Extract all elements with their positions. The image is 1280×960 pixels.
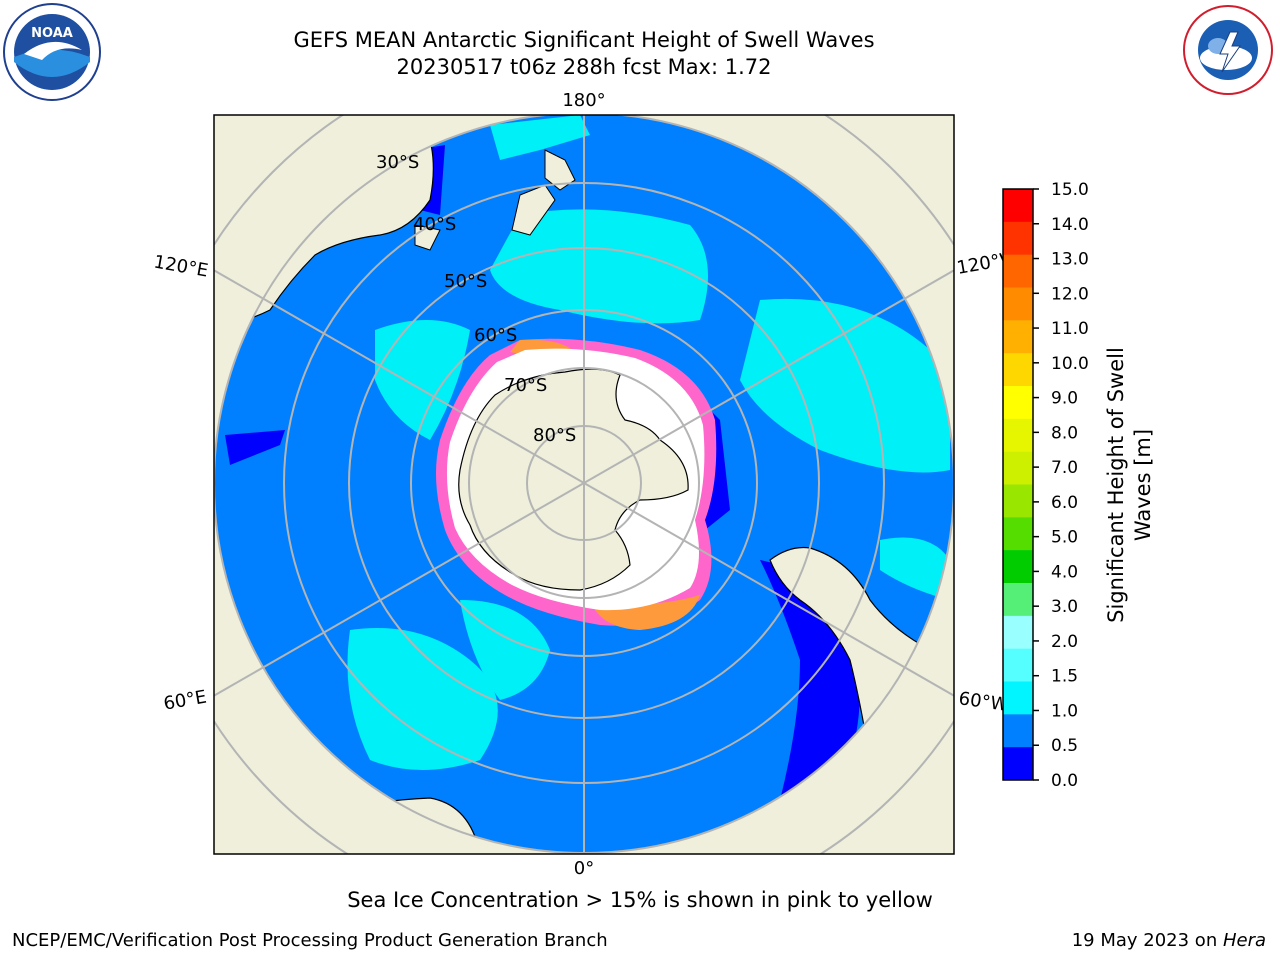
- new-zealand-north: [544, 149, 576, 191]
- swell-patch: [490, 209, 708, 324]
- footer-date: 19 May 2023 on Hera: [1072, 930, 1266, 951]
- colorbar-tick-label: 4.0: [1051, 562, 1078, 582]
- colorbar-segment: [1003, 320, 1033, 354]
- colorbar-tick-label: 15.0: [1051, 180, 1089, 200]
- swell-patch: [347, 628, 498, 770]
- colorbar-segment: [1003, 583, 1033, 617]
- colorbar-segment: [1003, 221, 1033, 256]
- lat-label-80s: 80°S: [533, 425, 576, 446]
- colorbar-segment: [1003, 254, 1033, 288]
- colorbar-segment: [1003, 550, 1033, 584]
- map-frame: [213, 114, 955, 855]
- footer-date-text: 19 May 2023 on: [1071, 930, 1223, 951]
- colorbar-segment: [1003, 287, 1033, 321]
- lat-label-50s: 50°S: [444, 271, 487, 292]
- colorbar-tick-label: 13.0: [1051, 250, 1089, 270]
- colorbar-tick-label: 8.0: [1051, 423, 1078, 443]
- swell-patch: [880, 537, 950, 600]
- lat-label-60s: 60°S: [474, 325, 517, 346]
- lat-label-40s: 40°S: [413, 214, 456, 235]
- colorbar-segment: [1003, 451, 1033, 485]
- lon-label-0: 0°: [574, 858, 594, 879]
- colorbar-tick-label: 1.0: [1051, 701, 1078, 721]
- colorbar-label-line1: Significant Height of Swell: [1104, 347, 1128, 623]
- swell-patch: [375, 320, 470, 440]
- colorbar-tick-label: 12.0: [1051, 284, 1089, 304]
- lon-label-60e: 60°E: [162, 686, 208, 714]
- colorbar: [1003, 189, 1033, 781]
- calm-patch: [225, 430, 285, 465]
- colorbar-tick-label: 1.5: [1051, 667, 1078, 687]
- longitude-grid: [214, 115, 954, 854]
- map-title: GEFS MEAN Antarctic Significant Height o…: [293, 28, 875, 52]
- colorbar-segment: [1003, 418, 1033, 453]
- colorbar-tick-label: 2.0: [1051, 632, 1078, 652]
- nws-logo-icon: [1178, 2, 1278, 102]
- colorbar-tick-label: 3.0: [1051, 597, 1078, 617]
- footer-credit: NCEP/EMC/Verification Post Processing Pr…: [12, 930, 608, 951]
- colorbar-tick-label: 11.0: [1051, 319, 1089, 339]
- colorbar-frame: [1002, 188, 1034, 781]
- footer-machine: Hera: [1222, 930, 1266, 951]
- colorbar-segment: [1003, 484, 1033, 518]
- colorbar-tick-label: 9.0: [1051, 389, 1078, 409]
- colorbar-segment: [1003, 747, 1033, 781]
- colorbar-segment: [1003, 189, 1033, 223]
- lat-label-30s: 30°S: [376, 152, 419, 173]
- swell-patch: [490, 115, 590, 160]
- lon-label-60w: 60°W: [957, 688, 1009, 716]
- lon-label-180: 180°: [562, 90, 605, 111]
- colorbar-tick-label: 14.0: [1051, 215, 1089, 235]
- colorbar-tick-label: 6.0: [1051, 493, 1078, 513]
- sea-ice-note: Sea Ice Concentration > 15% is shown in …: [347, 888, 933, 912]
- colorbar-label-line2: Waves [m]: [1131, 429, 1155, 541]
- noaa-logo-icon: NOAA: [2, 2, 102, 102]
- colorbar-segment: [1003, 615, 1033, 650]
- lat-label-70s: 70°S: [504, 375, 547, 396]
- colorbar-tick-label: 5.0: [1051, 528, 1078, 548]
- swell-patch: [740, 298, 950, 473]
- colorbar-tick-label: 10.0: [1051, 354, 1089, 374]
- swell-patch: [460, 600, 550, 700]
- colorbar-segment: [1003, 353, 1033, 387]
- map-subtitle: 20230517 t06z 288h fcst Max: 1.72: [396, 55, 772, 79]
- colorbar-segment: [1003, 386, 1033, 420]
- colorbar-segment: [1003, 714, 1033, 748]
- colorbar-tick-label: 0.0: [1051, 771, 1078, 791]
- lon-label-120e: 120°E: [152, 251, 210, 281]
- colorbar-tick-label: 7.0: [1051, 458, 1078, 478]
- colorbar-segment: [1003, 648, 1033, 682]
- colorbar-tick-label: 0.5: [1051, 736, 1078, 756]
- colorbar-segment: [1003, 681, 1033, 715]
- colorbar-ticks: 15.0 14.0 13.0 12.0 11.0 10.0 9.0 8.0 7.0 6.0 5.0 4…: [1033, 180, 1089, 791]
- antarctica: [458, 368, 689, 591]
- colorbar-segment: [1003, 517, 1033, 551]
- noaa-logo-text: NOAA: [31, 26, 73, 41]
